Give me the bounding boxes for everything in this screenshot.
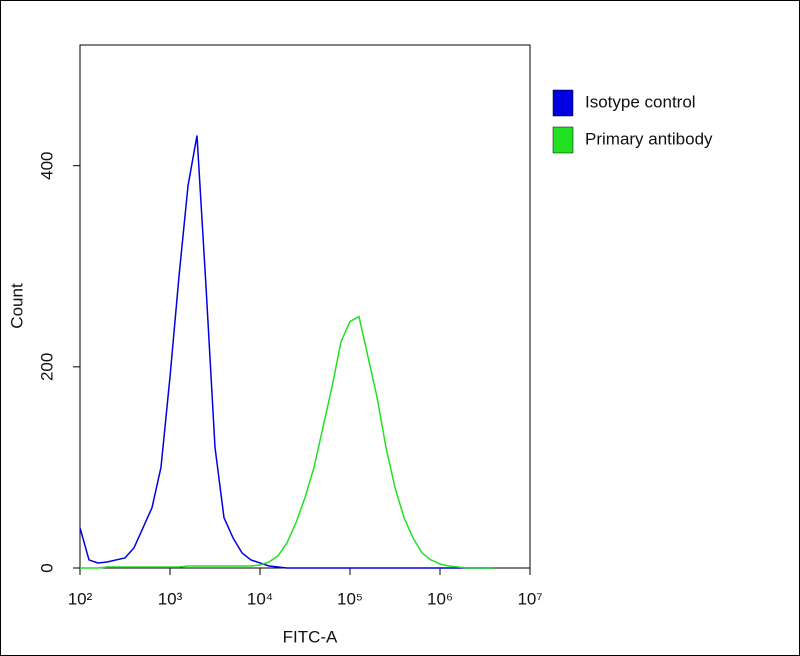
x-tick-label: 10⁶ (427, 589, 453, 608)
x-tick-label: 10⁵ (337, 589, 363, 608)
x-tick-label: 10³ (158, 589, 183, 608)
x-tick-label: 10² (68, 589, 93, 608)
legend-label: Primary antibody (585, 129, 713, 148)
series-line (80, 315, 494, 569)
y-tick-label: 0 (37, 563, 56, 572)
x-tick-label: 10⁷ (517, 589, 542, 608)
series-line (79, 135, 494, 569)
legend-swatch (552, 89, 574, 117)
y-tick-label: 400 (37, 152, 56, 180)
x-axis-label: FITC-A (283, 627, 338, 646)
legend-swatch (552, 126, 574, 154)
x-tick-label: 10⁴ (247, 589, 273, 608)
legend-label: Isotype control (585, 92, 696, 111)
y-axis-label: Count (7, 283, 26, 329)
y-tick-label: 200 (37, 353, 56, 381)
